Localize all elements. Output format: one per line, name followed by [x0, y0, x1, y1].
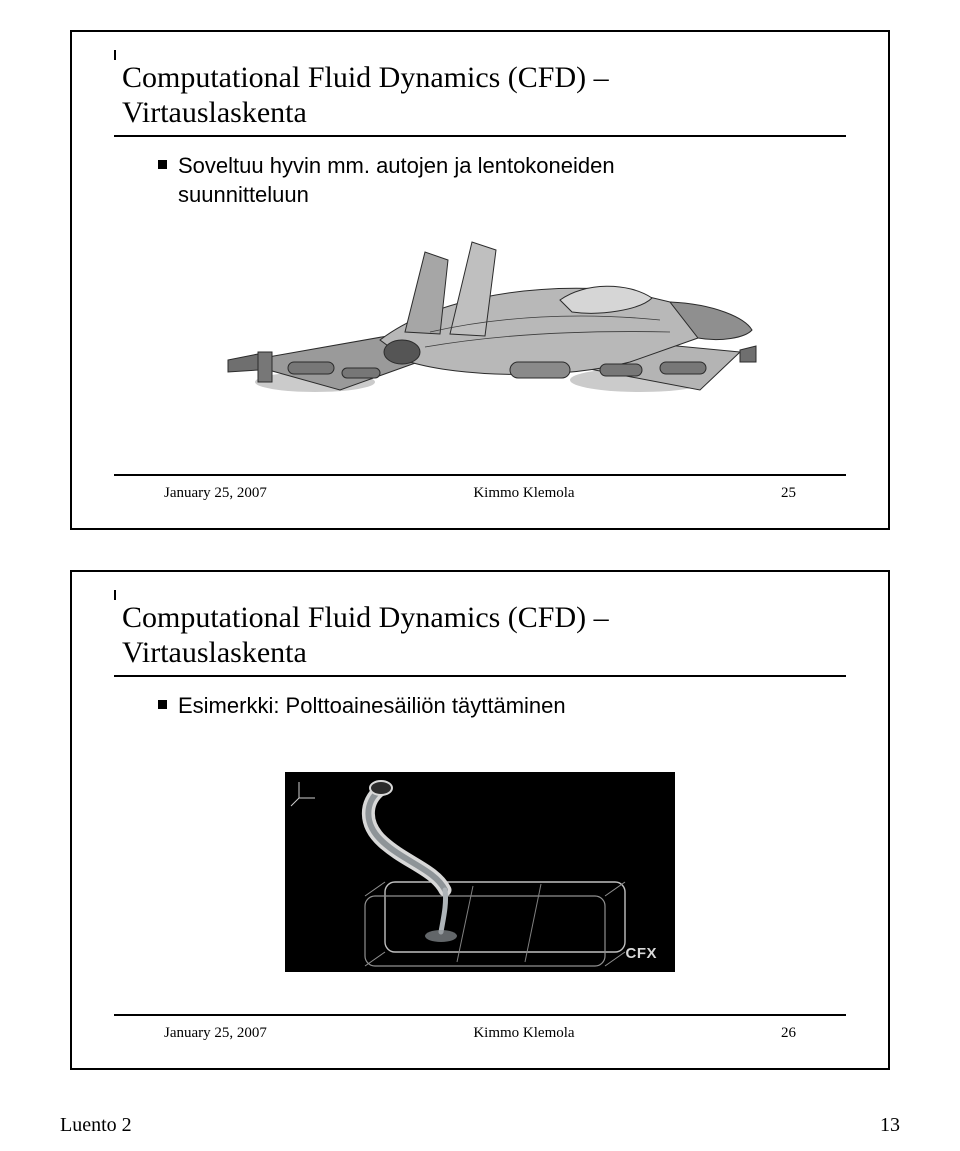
bullet-item: Soveltuu hyvin mm. autojen ja lentokonei…: [158, 151, 846, 210]
slide-1-footer-rule: [114, 474, 846, 476]
slide-2-footer: January 25, 2007 Kimmo Klemola 26: [164, 1025, 796, 1042]
slide-1-bullets: Soveltuu hyvin mm. autojen ja lentokonei…: [158, 151, 846, 210]
slide-2-footer-rule: [114, 1014, 846, 1016]
page-footer: Luento 2 13: [60, 1114, 900, 1137]
bullet-text-line1: Soveltuu hyvin mm. autojen ja lentokonei…: [178, 153, 615, 178]
jet-fighter-image: [200, 212, 760, 432]
page: Computational Fluid Dynamics (CFD) – Vir…: [0, 0, 960, 1151]
footer-date: January 25, 2007: [164, 485, 267, 502]
title-text-line1: Computational Fluid Dynamics (CFD) –: [122, 601, 609, 634]
slide-2-bullets: Esimerkki: Polttoainesäiliön täyttäminen: [158, 691, 846, 721]
fuel-tank-svg: [285, 772, 675, 972]
title-text-line2: Virtauslaskenta: [122, 96, 307, 129]
bullet-text-line1: Esimerkki: Polttoainesäiliön täyttäminen: [178, 693, 566, 718]
footer-page-number: 26: [781, 1025, 796, 1042]
footer-author: Kimmo Klemola: [473, 485, 574, 502]
slide-1: Computational Fluid Dynamics (CFD) – Vir…: [70, 30, 890, 530]
footer-date: January 25, 2007: [164, 1025, 267, 1042]
footer-author: Kimmo Klemola: [473, 1025, 574, 1042]
jet-fighter-svg: [200, 212, 760, 432]
bullet-text-line2: suunnitteluun: [178, 182, 309, 207]
slide-1-footer: January 25, 2007 Kimmo Klemola 25: [164, 485, 796, 502]
title-text-line1: Computational Fluid Dynamics (CFD) –: [122, 61, 609, 94]
software-label: CFX: [626, 945, 658, 962]
slide-2: Computational Fluid Dynamics (CFD) – Vir…: [70, 570, 890, 1070]
slide-2-title: Computational Fluid Dynamics (CFD) – Vir…: [114, 600, 846, 677]
page-footer-left: Luento 2: [60, 1114, 132, 1137]
bullet-item: Esimerkki: Polttoainesäiliön täyttäminen: [158, 691, 846, 721]
footer-page-number: 25: [781, 485, 796, 502]
page-footer-right: 13: [880, 1114, 900, 1137]
fuel-tank-image: CFX: [285, 772, 675, 972]
title-text-line2: Virtauslaskenta: [122, 636, 307, 669]
slide-1-title: Computational Fluid Dynamics (CFD) – Vir…: [114, 60, 846, 137]
